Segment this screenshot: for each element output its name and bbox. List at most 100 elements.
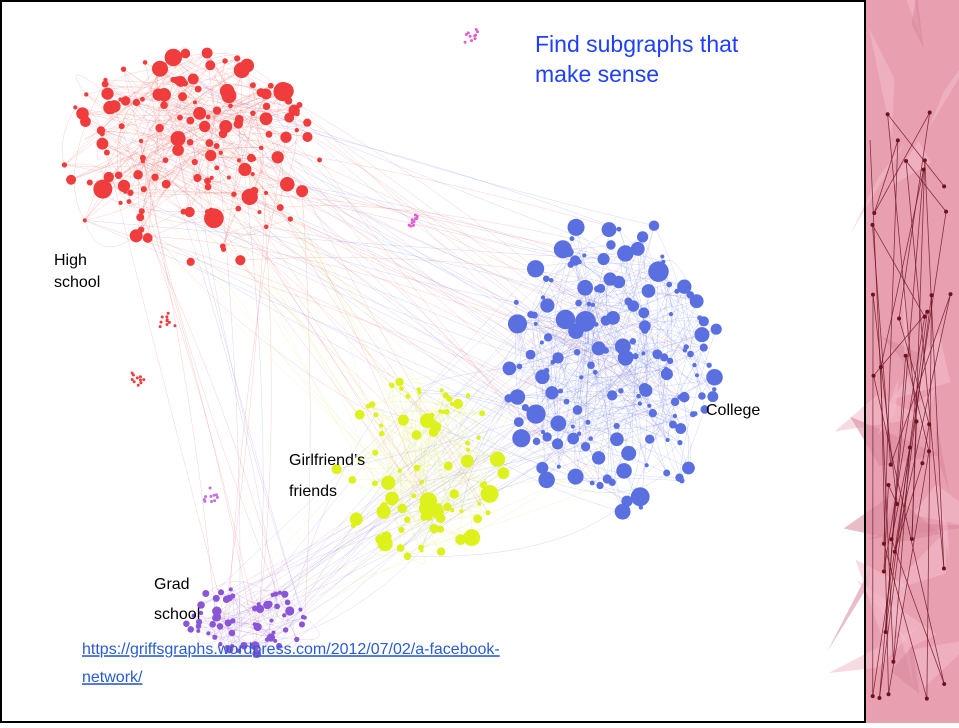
network-node xyxy=(473,514,482,523)
panel-dot xyxy=(942,184,946,188)
network-node xyxy=(636,394,641,399)
network-edge xyxy=(211,211,516,302)
network-node xyxy=(405,394,410,399)
network-node xyxy=(549,278,554,283)
network-node xyxy=(230,618,236,624)
network-node xyxy=(214,165,219,170)
network-node xyxy=(397,504,406,513)
network-node xyxy=(449,489,459,499)
network-node xyxy=(660,353,668,361)
network-node xyxy=(602,347,609,354)
network-node xyxy=(281,591,288,598)
network-node xyxy=(514,417,524,427)
network-edge xyxy=(228,118,289,623)
network-node xyxy=(66,175,76,185)
network-node xyxy=(373,412,378,417)
network-node xyxy=(127,190,133,196)
network-node xyxy=(527,260,544,277)
network-node xyxy=(567,433,579,445)
network-node xyxy=(416,387,420,391)
network-node xyxy=(101,88,113,100)
network-node xyxy=(389,383,394,388)
network-node xyxy=(102,81,109,88)
network-node xyxy=(558,388,563,393)
network-node xyxy=(251,172,255,176)
network-node xyxy=(590,481,595,486)
network-node xyxy=(250,110,256,116)
network-node xyxy=(444,461,453,470)
network-node xyxy=(280,132,291,143)
network-node xyxy=(192,159,198,165)
network-node xyxy=(440,388,444,392)
network-node xyxy=(429,524,438,533)
network-node xyxy=(686,291,694,299)
source-link[interactable]: network/ xyxy=(82,669,143,686)
network-node xyxy=(628,300,639,311)
network-node xyxy=(577,280,593,296)
network-node xyxy=(598,253,610,265)
network-node xyxy=(694,327,709,342)
network-node xyxy=(196,629,200,633)
network-node xyxy=(185,207,195,217)
network-node xyxy=(170,131,185,146)
network-node xyxy=(220,84,235,99)
network-node xyxy=(277,204,284,211)
network-node xyxy=(204,178,211,185)
network-node xyxy=(517,364,523,370)
network-node xyxy=(280,177,294,191)
network-node xyxy=(379,424,383,428)
network-node xyxy=(133,99,140,106)
network-node xyxy=(104,172,114,182)
network-node xyxy=(552,352,563,363)
network-node xyxy=(591,303,595,307)
network-node xyxy=(160,321,163,324)
network-node xyxy=(534,322,538,326)
network-node xyxy=(143,233,153,243)
network-node xyxy=(614,423,620,429)
network-node xyxy=(229,630,236,637)
network-node xyxy=(536,462,548,474)
network-node xyxy=(235,255,245,265)
network-node xyxy=(498,467,510,479)
network-node xyxy=(630,338,636,344)
network-node xyxy=(412,224,415,227)
network-node xyxy=(289,105,300,116)
network-node xyxy=(607,390,617,400)
network-node xyxy=(610,432,624,446)
network-node xyxy=(669,312,673,316)
network-node xyxy=(638,401,642,405)
network-node xyxy=(466,393,471,398)
network-node xyxy=(303,119,311,127)
network-node xyxy=(706,369,723,386)
network-node xyxy=(526,404,545,423)
network-node xyxy=(479,410,485,416)
network-node xyxy=(218,589,224,595)
network-node xyxy=(208,208,215,215)
network-node xyxy=(222,58,227,63)
network-node xyxy=(131,372,134,375)
network-node xyxy=(136,376,139,379)
network-node xyxy=(706,363,711,368)
network-node xyxy=(450,402,454,406)
network-node xyxy=(73,105,77,109)
network-node xyxy=(669,421,677,429)
network-node xyxy=(443,503,452,512)
network-node xyxy=(131,378,134,381)
network-node xyxy=(404,552,412,560)
network-node xyxy=(187,139,194,146)
network-node xyxy=(641,351,645,355)
network-node xyxy=(508,314,527,333)
network-node xyxy=(153,65,158,70)
network-node xyxy=(220,243,226,249)
network-node xyxy=(682,462,695,475)
network-node xyxy=(470,39,473,42)
network-edge xyxy=(232,269,536,633)
network-node xyxy=(298,608,302,612)
source-link[interactable]: https://griffsgraphs.wordpress.com/2012/… xyxy=(82,641,500,658)
network-node xyxy=(121,96,131,106)
network-node xyxy=(698,392,706,400)
network-node xyxy=(237,158,241,162)
network-node xyxy=(229,587,233,591)
network-edge xyxy=(190,212,645,389)
